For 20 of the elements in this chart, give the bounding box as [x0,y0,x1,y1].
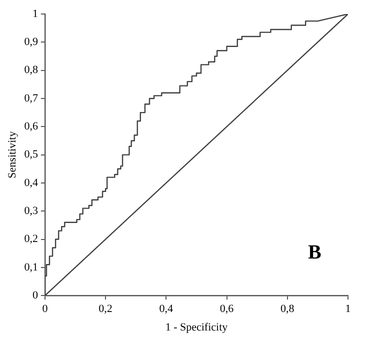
y-tick-label: 0,2 [24,233,38,246]
y-tick-label: 0,1 [24,261,38,274]
y-tick-label: 0 [32,289,38,302]
x-tick-label: 0,6 [220,303,234,316]
annotation: B [308,242,322,264]
y-tick-label: 1 [32,8,38,20]
y-tick-label: 0,5 [24,148,38,161]
y-tick-label: 0,9 [24,36,38,48]
x-tick-label: 1 [345,303,351,316]
x-axis-title: 1 - Specificity [165,321,228,334]
y-tick-label: 0,6 [24,120,38,133]
y-axis-title: Sensitivity [6,130,18,178]
y-tick-label: 0,3 [24,205,38,218]
x-tick-label: 0,4 [159,303,174,316]
x-tick-label: 0,8 [280,303,295,316]
x-tick-label: 0 [42,303,48,316]
x-tick-label: 0,2 [98,303,112,316]
y-tick-label: 0,7 [24,92,38,104]
y-tick-label: 0,4 [24,176,38,189]
y-tick-label: 0,8 [24,64,38,76]
